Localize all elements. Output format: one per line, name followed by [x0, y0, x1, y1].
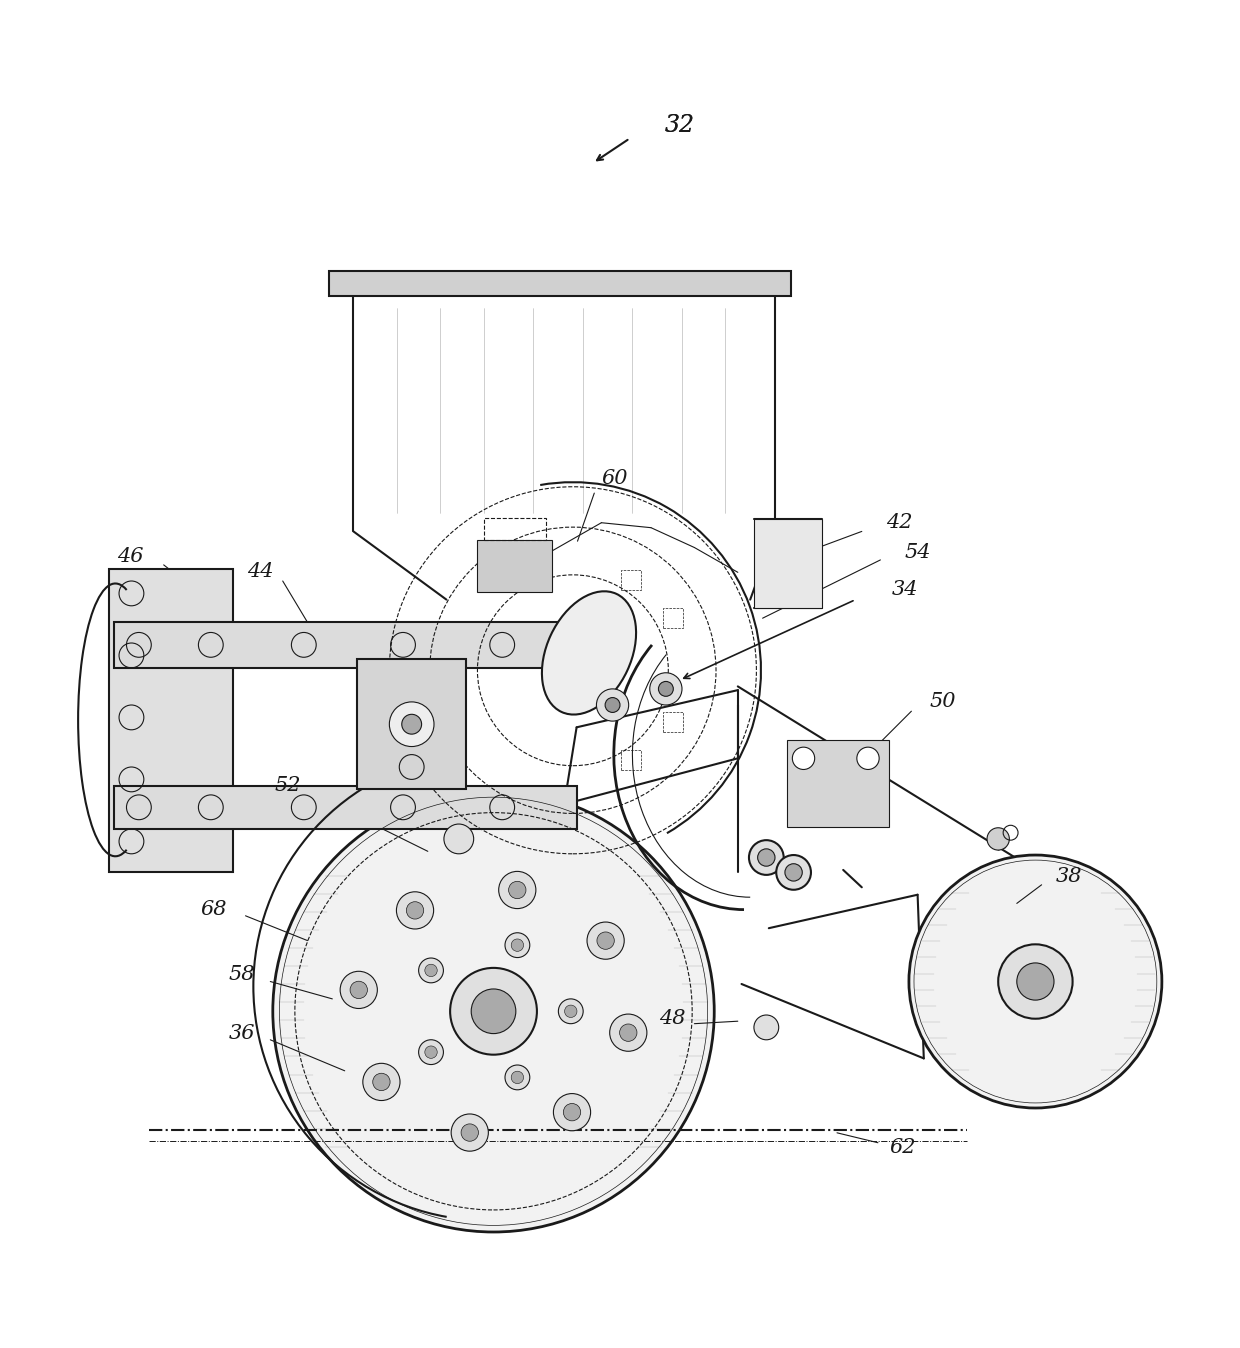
Bar — [484, 518, 546, 541]
Circle shape — [508, 882, 526, 899]
Circle shape — [587, 922, 624, 960]
Circle shape — [776, 855, 811, 890]
Text: 60: 60 — [601, 469, 629, 488]
Circle shape — [1017, 962, 1054, 1000]
Circle shape — [758, 849, 775, 867]
Circle shape — [650, 673, 682, 705]
Circle shape — [419, 1039, 444, 1065]
Circle shape — [363, 1064, 401, 1100]
Circle shape — [425, 1046, 438, 1058]
Bar — [329, 271, 791, 295]
Circle shape — [792, 747, 815, 770]
Text: 46: 46 — [117, 547, 144, 566]
Circle shape — [389, 702, 434, 747]
Circle shape — [658, 682, 673, 697]
Circle shape — [596, 931, 614, 949]
Circle shape — [450, 968, 537, 1054]
Circle shape — [273, 790, 714, 1232]
Circle shape — [564, 1006, 577, 1018]
Text: 62: 62 — [889, 1138, 916, 1157]
Bar — [477, 541, 552, 592]
Circle shape — [558, 999, 583, 1023]
Bar — [663, 712, 683, 732]
Bar — [621, 570, 641, 590]
Circle shape — [553, 1093, 590, 1131]
Text: 54: 54 — [904, 543, 931, 562]
Text: 38: 38 — [1055, 867, 1083, 886]
Text: 36: 36 — [228, 1024, 255, 1043]
Circle shape — [987, 828, 1009, 851]
Circle shape — [857, 747, 879, 770]
Circle shape — [471, 989, 516, 1034]
Bar — [109, 569, 233, 872]
Circle shape — [451, 1113, 489, 1151]
Circle shape — [397, 892, 434, 929]
Circle shape — [511, 940, 523, 952]
Bar — [663, 608, 683, 628]
Circle shape — [909, 855, 1162, 1108]
Circle shape — [402, 714, 422, 735]
Circle shape — [419, 958, 444, 983]
Circle shape — [605, 697, 620, 713]
Bar — [114, 621, 577, 667]
Bar — [357, 659, 466, 790]
Circle shape — [407, 902, 424, 919]
Text: 52: 52 — [274, 776, 301, 795]
Circle shape — [340, 972, 377, 1008]
Text: 48: 48 — [658, 1010, 686, 1029]
Circle shape — [998, 945, 1073, 1019]
Text: 32: 32 — [665, 115, 694, 137]
Circle shape — [620, 1024, 637, 1042]
Circle shape — [505, 1065, 529, 1089]
Circle shape — [498, 871, 536, 909]
Text: 32: 32 — [665, 115, 694, 137]
Text: 58: 58 — [228, 965, 255, 984]
Bar — [621, 751, 641, 770]
Circle shape — [444, 824, 474, 853]
Circle shape — [373, 1073, 391, 1091]
Bar — [114, 786, 577, 829]
Circle shape — [754, 1015, 779, 1039]
Circle shape — [610, 1014, 647, 1051]
Circle shape — [563, 1104, 580, 1120]
Bar — [754, 519, 822, 608]
Text: 44: 44 — [247, 562, 274, 581]
Ellipse shape — [542, 592, 636, 714]
Circle shape — [350, 981, 367, 999]
Text: 42: 42 — [885, 514, 913, 532]
Circle shape — [425, 964, 438, 976]
Circle shape — [749, 840, 784, 875]
Circle shape — [596, 689, 629, 721]
Text: 68: 68 — [200, 900, 227, 919]
Bar — [787, 740, 889, 826]
Circle shape — [785, 864, 802, 882]
Text: 34: 34 — [892, 580, 919, 599]
Circle shape — [511, 1072, 523, 1084]
Text: 50: 50 — [929, 692, 956, 710]
Circle shape — [505, 933, 529, 957]
Circle shape — [461, 1124, 479, 1142]
